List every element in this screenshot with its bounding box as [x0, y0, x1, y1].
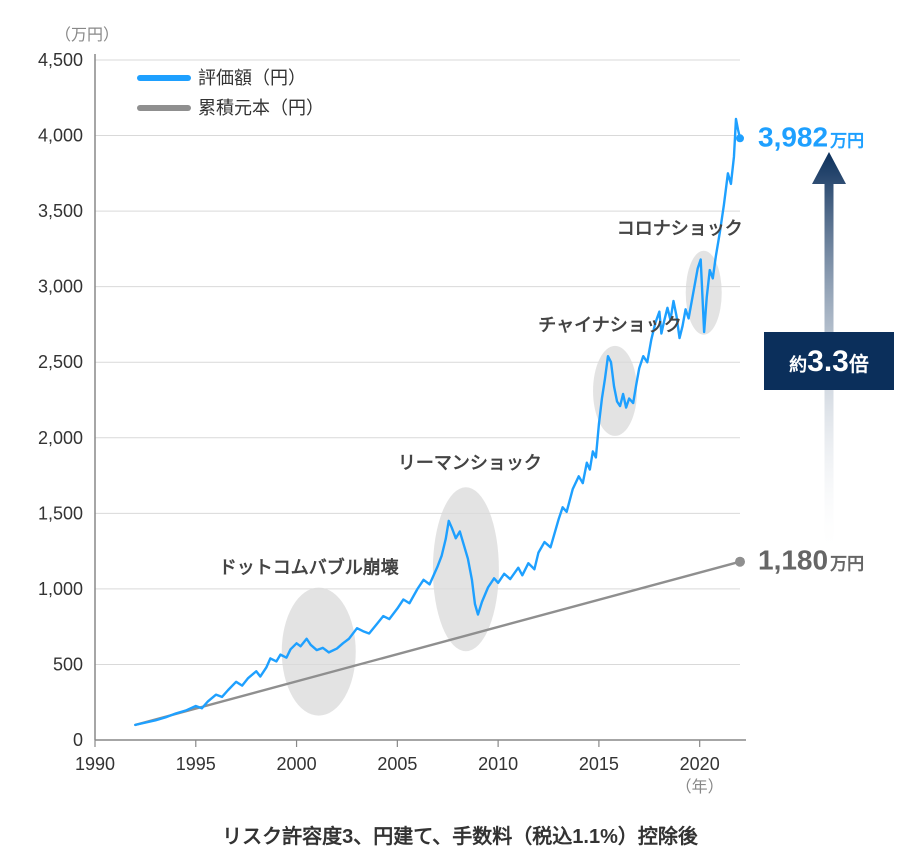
svg-text:2000: 2000 — [277, 754, 317, 774]
svg-text:2,000: 2,000 — [38, 428, 83, 448]
svg-text:1990: 1990 — [75, 754, 115, 774]
svg-text:4,500: 4,500 — [38, 50, 83, 70]
svg-text:2020: 2020 — [680, 754, 720, 774]
svg-text:2005: 2005 — [377, 754, 417, 774]
svg-text:2,500: 2,500 — [38, 352, 83, 372]
svg-text:累積元本（円）: 累積元本（円） — [198, 98, 324, 118]
chart-svg: 0 500 1,000 1,500 2,000 2,500 3,000 3,500 4,000 4… — [0, 0, 920, 864]
svg-text:チャイナショック: チャイナショック — [538, 315, 681, 335]
svg-text:500: 500 — [53, 654, 83, 674]
svg-text:2015: 2015 — [579, 754, 619, 774]
svg-text:2010: 2010 — [478, 754, 518, 774]
chart-caption: リスク許容度3、円建て、手数料（税込1.1%）控除後 — [0, 820, 920, 849]
svg-text:3,500: 3,500 — [38, 201, 83, 221]
svg-text:（年）: （年） — [676, 778, 724, 796]
svg-text:3,000: 3,000 — [38, 277, 83, 297]
investment-growth-chart: 0 500 1,000 1,500 2,000 2,500 3,000 3,500 4,000 4… — [0, 0, 920, 864]
svg-text:評価額（円）: 評価額（円） — [198, 68, 306, 88]
svg-text:1,500: 1,500 — [38, 503, 83, 523]
svg-text:0: 0 — [73, 730, 83, 750]
svg-text:4,000: 4,000 — [38, 126, 83, 146]
svg-text:1,000: 1,000 — [38, 579, 83, 599]
svg-text:ドットコムバブル崩壊: ドットコムバブル崩壊 — [219, 557, 399, 578]
svg-text:コロナショック: コロナショック — [617, 219, 743, 239]
svg-text:1995: 1995 — [176, 754, 216, 774]
svg-text:リーマンショック: リーマンショック — [398, 453, 542, 473]
svg-text:（万円）: （万円） — [55, 26, 119, 44]
